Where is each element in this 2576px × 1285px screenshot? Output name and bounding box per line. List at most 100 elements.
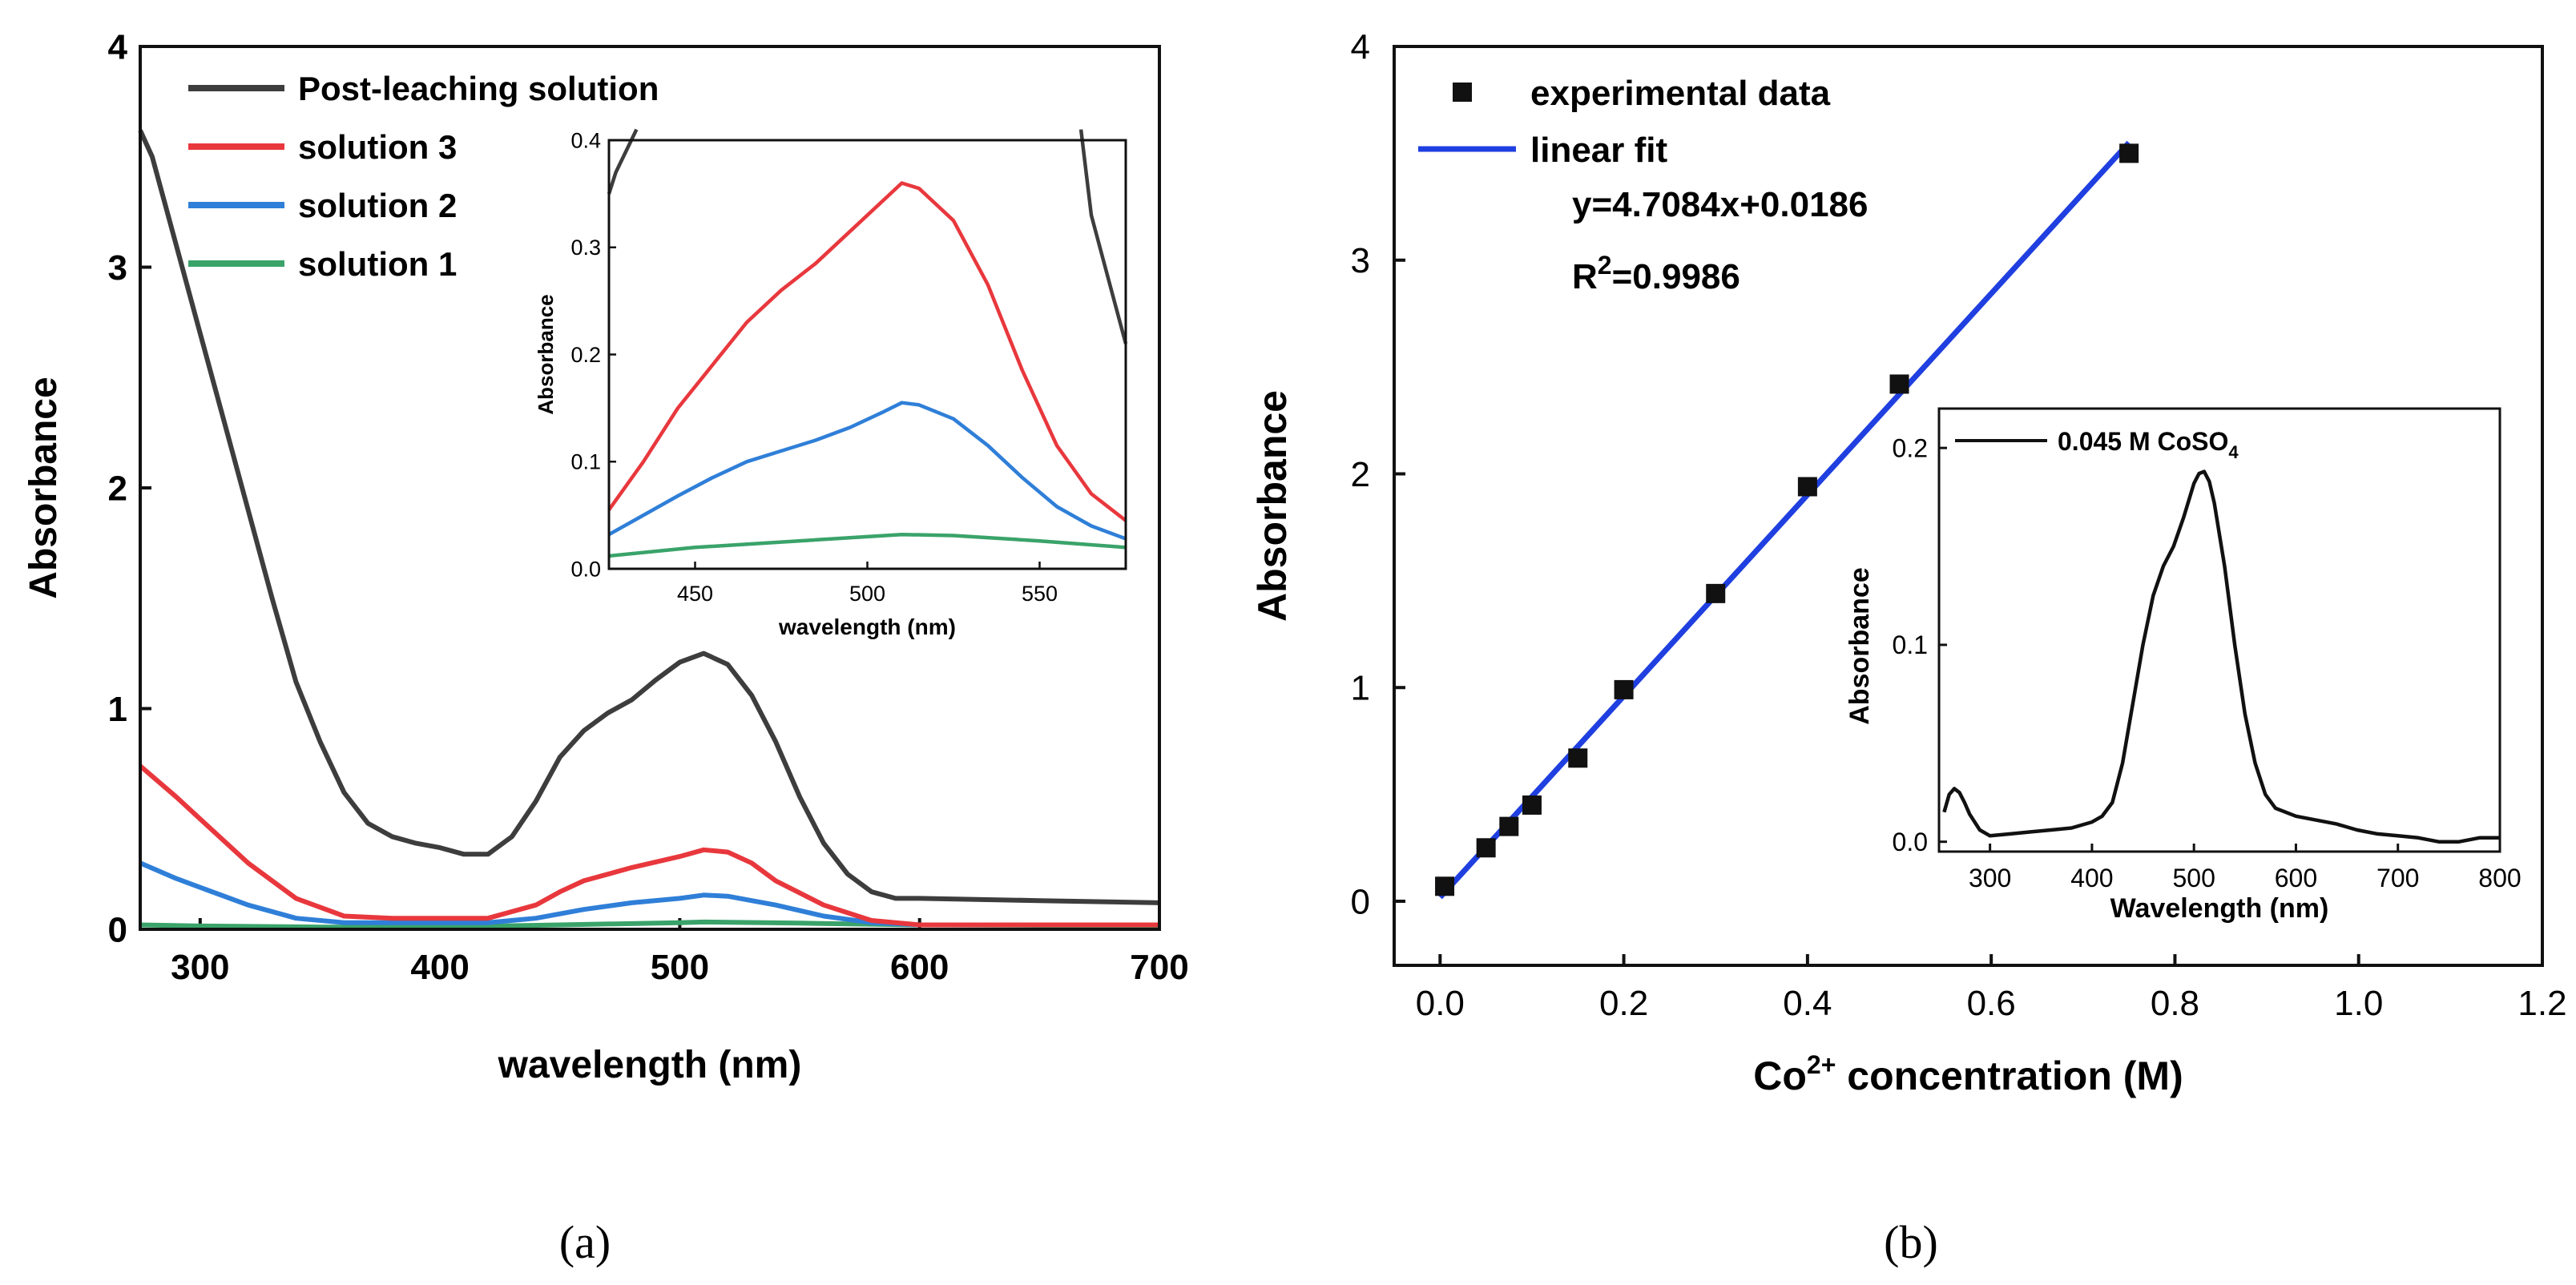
legend-label-2: solution 2 (298, 187, 457, 224)
x-tick-label: 1.2 (2518, 984, 2566, 1023)
x-tick-label: 0.4 (1783, 984, 1832, 1023)
data-point (1889, 374, 1909, 394)
x-axis-title-main: Co (1753, 1053, 1807, 1098)
fit-line (1437, 140, 2131, 900)
series-line-0 (138, 129, 1160, 905)
x-tick-label: 600 (2275, 864, 2317, 892)
panel-b-inset-plot: 300 400 500 600 700 800 0.0 0.1 0.2 0.045 M CoSO4… (1844, 409, 2522, 924)
x-tick-label: 0.2 (1599, 984, 1648, 1023)
panel-b: 0.0 0.2 0.4 0.6 0.8 1.0 1.2 0 1 2 3 4 Co2+ concentra… (1250, 27, 2567, 1098)
panel-a: 300 400 500 600 700 0 1 2 3 4 wavelength (nm) Absor… (22, 27, 1189, 1086)
inset-y-axis-title: Absorbance (1844, 567, 1875, 725)
legend-marker-points (1453, 83, 1472, 102)
legend-label-1: solution 3 (298, 128, 457, 166)
x-tick-label: 550 (1022, 582, 1058, 606)
y-tick-label: 0 (108, 910, 127, 949)
inset-legend-sub: 4 (2228, 442, 2239, 462)
y-tick-label: 0.0 (1893, 828, 1928, 856)
x-tick-label: 500 (849, 582, 885, 606)
x-tick-label: 0.0 (1416, 984, 1465, 1023)
y-tick-label: 3 (1351, 241, 1370, 280)
x-tick-label: 300 (1969, 864, 2011, 892)
panel-a-inset-plot: 450 500 550 0.0 0.1 0.2 0.3 0.4 wavelength (nm) A… (534, 128, 1128, 639)
inset-legend-label: 0.045 M CoSO4 (2058, 427, 2239, 462)
x-tick-label: 600 (890, 948, 949, 987)
x-tick-label: 700 (1130, 948, 1188, 987)
y-tick-label: 2 (1351, 455, 1370, 494)
y-tick-label: 0 (1351, 882, 1370, 921)
x-tick-label: 700 (2376, 864, 2419, 892)
inset-background (1939, 409, 2500, 852)
panel-a-main-plot: 300 400 500 600 700 0 1 2 3 4 wavelength (nm) Absor… (22, 27, 1189, 1086)
x-tick-label: 0.6 (1967, 984, 2016, 1023)
fit-r-squared: R2=0.9986 (1572, 251, 1740, 296)
y-axis-title: Absorbance (22, 377, 65, 598)
y-tick-label: 2 (108, 469, 127, 508)
panel-b-main-plot: 0.0 0.2 0.4 0.6 0.8 1.0 1.2 0 1 2 3 4 Co2+ concentra… (1250, 27, 2567, 1098)
legend-label-3: solution 1 (298, 245, 457, 283)
x-tick-label: 800 (2478, 864, 2521, 892)
data-point (1435, 876, 1455, 896)
panel-a-legend: Post-leaching solution solution 3 solution… (188, 70, 659, 283)
inset-background (609, 140, 1126, 569)
legend-label-0: Post-leaching solution (298, 70, 659, 107)
data-point (1568, 748, 1588, 768)
data-point (1706, 583, 1726, 603)
inset-series-line-0-b (1078, 129, 1128, 344)
x-tick-label: 400 (2070, 864, 2113, 892)
inset-x-axis-title: wavelength (nm) (778, 614, 956, 639)
data-point (1614, 679, 1634, 699)
inset-series-line-1 (607, 181, 1127, 522)
x-tick-label: 0.8 (2151, 984, 2199, 1023)
legend-label-fit: linear fit (1530, 131, 1667, 170)
y-tick-label: 0.2 (1893, 433, 1928, 462)
y-tick-label: 3 (108, 248, 127, 288)
data-point (1797, 477, 1817, 497)
inset-series-line-3 (608, 532, 1127, 558)
panel-a-label: (a) (559, 1216, 611, 1268)
y-tick-label: 0.2 (570, 343, 601, 367)
panel-b-legend: experimental data linear fit y=4.7084x+0.0… (1418, 74, 1869, 296)
y-tick-label: 1 (1351, 669, 1370, 708)
x-axis-title: Co2+ concentration (M) (1753, 1050, 2183, 1098)
x-axis-title: wavelength (nm) (498, 1044, 802, 1086)
inset-legend-text: 0.045 M CoSO (2058, 427, 2228, 456)
y-tick-label: 0.3 (570, 236, 601, 260)
inset-series-line-0 (1942, 469, 2500, 844)
fit-equation: y=4.7084x+0.0186 (1572, 185, 1869, 224)
r-squared-r: R (1572, 257, 1598, 296)
inset-y-axis-title: Absorbance (534, 294, 558, 414)
x-tick-label: 1.0 (2334, 984, 2383, 1023)
y-tick-label: 4 (108, 27, 128, 66)
x-axis-title-sup: 2+ (1807, 1050, 1836, 1079)
inset-x-axis-title: Wavelength (nm) (2110, 893, 2329, 924)
y-tick-label: 0.4 (570, 128, 601, 152)
panel-a-inset-frame (607, 139, 1127, 570)
panel-b-inset-frame (1937, 407, 2501, 853)
panel-a-main-frame (139, 45, 1161, 931)
data-point (1499, 816, 1519, 836)
x-tick-label: 300 (171, 948, 229, 987)
y-tick-label: 1 (108, 690, 127, 729)
y-tick-label: 0.1 (570, 450, 601, 474)
x-tick-label: 450 (677, 582, 713, 606)
panel-b-main-frame (1393, 45, 2544, 967)
legend-label-points: experimental data (1530, 74, 1831, 113)
y-tick-label: 4 (1351, 27, 1370, 66)
x-axis-title-rest: concentration (M) (1836, 1053, 2183, 1098)
data-point (2119, 143, 2139, 163)
panel-b-label: (b) (1884, 1216, 1938, 1268)
x-tick-label: 400 (410, 948, 469, 987)
x-tick-label: 500 (2172, 864, 2215, 892)
x-tick-label: 500 (651, 948, 709, 987)
series-line-1 (139, 763, 1159, 928)
r-squared-sup: 2 (1598, 251, 1612, 280)
inset-series-line-2 (607, 401, 1127, 541)
series-line-2 (139, 860, 1159, 928)
y-tick-label: 0.0 (570, 557, 601, 581)
r-squared-value: =0.9986 (1612, 257, 1740, 296)
data-point (1522, 795, 1542, 815)
data-point (1476, 838, 1496, 858)
y-axis-title: Absorbance (1250, 390, 1295, 622)
